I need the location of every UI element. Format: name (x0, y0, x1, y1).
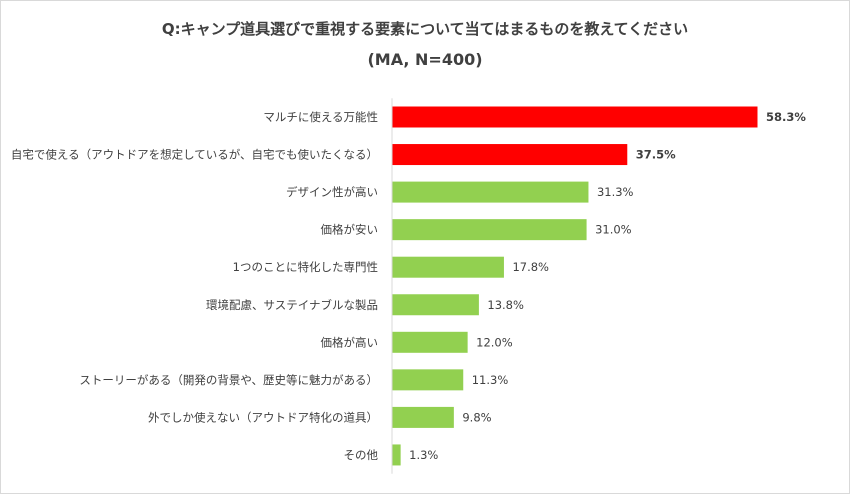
value-label: 12.0% (476, 335, 513, 349)
value-label: 9.8% (462, 410, 491, 424)
bar (392, 331, 468, 353)
value-label: 13.8% (487, 298, 524, 312)
chart-title: Q:キャンプ道具選びで重視する要素について当てはまるものを教えてください (161, 20, 689, 38)
category-label: 価格が高い (321, 335, 379, 349)
category-label: デザイン性が高い (286, 185, 378, 199)
bar (392, 181, 589, 203)
bar (392, 294, 479, 316)
category-label: 環境配慮、サステイナブルな製品 (206, 298, 378, 312)
bar (392, 219, 587, 241)
value-label: 37.5% (636, 148, 676, 162)
bar (392, 406, 454, 428)
category-label: その他 (344, 448, 379, 462)
value-label: 31.3% (597, 185, 634, 199)
bar (392, 444, 401, 466)
category-label: 価格が安い (321, 223, 379, 237)
category-label: 外でしか使えない（アウトドア特化の道具） (148, 410, 378, 424)
category-label: マルチに使える万能性 (263, 110, 378, 124)
value-label: 11.3% (472, 373, 509, 387)
bar (392, 106, 758, 128)
bar (392, 144, 628, 166)
bar (392, 256, 504, 278)
category-label: ストーリーがある（開発の背景や、歴史等に魅力がある） (79, 373, 378, 387)
chart-subtitle: (MA, N=400) (367, 50, 483, 69)
category-label: 1つのことに特化した専門性 (233, 260, 378, 274)
bar (392, 369, 464, 391)
value-label: 31.0% (595, 223, 632, 237)
value-label: 1.3% (409, 448, 438, 462)
category-label: 自宅で使える（アウトドアを想定しているが、自宅でも使いたくなる） (11, 148, 378, 162)
value-label: 17.8% (512, 260, 549, 274)
value-label: 58.3% (766, 110, 806, 124)
